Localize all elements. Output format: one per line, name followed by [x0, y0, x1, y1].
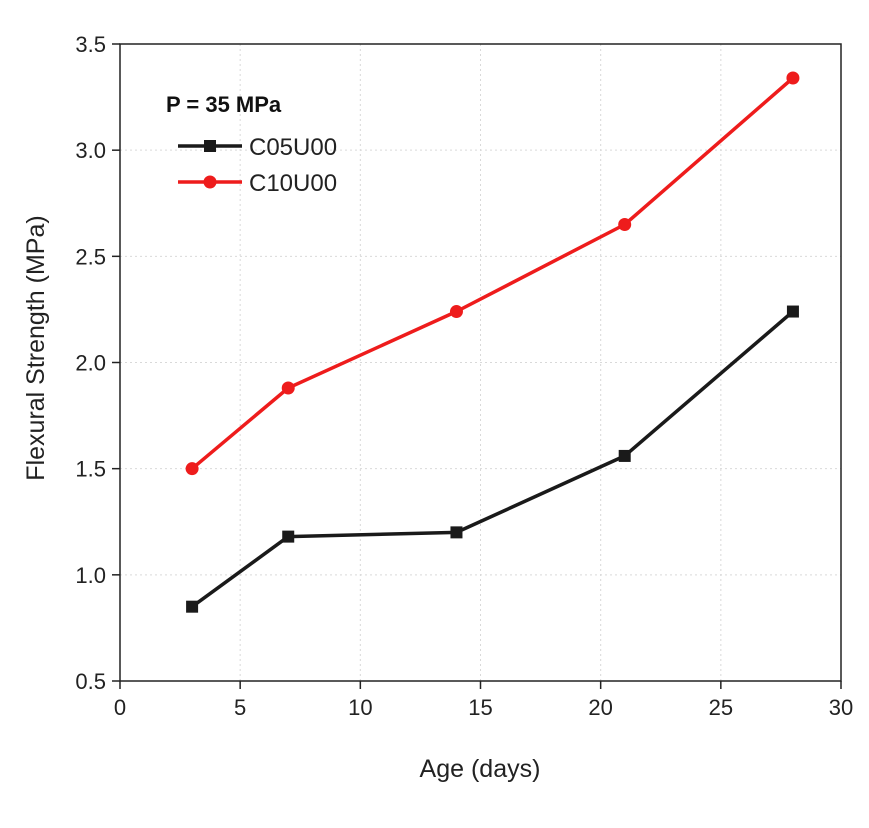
- x-axis-title: Age (days): [420, 755, 541, 783]
- x-tick-label: 30: [829, 695, 853, 720]
- axis-ticks: 0 5 10 15 20 25 30 0.5 1.0 1.5 2.0 2.5 3.0 3.5: [75, 32, 853, 720]
- x-tick-label: 5: [234, 695, 246, 720]
- x-tick-label: 15: [468, 695, 492, 720]
- y-tick-label: 1.5: [75, 457, 106, 482]
- series-line-c05u00: [191, 310, 795, 609]
- y-tick-label: 3.0: [75, 138, 106, 163]
- data-point-c05u00: [786, 305, 799, 318]
- y-tick-label: 1.0: [75, 563, 106, 588]
- y-axis-title: Flexural Strength (MPa): [22, 215, 50, 480]
- legend-entry-c05u00: C05U00: [178, 134, 337, 161]
- y-tick-label: 3.5: [75, 32, 106, 57]
- legend-label-c05u00: C05U00: [249, 134, 337, 161]
- x-tick-label: 0: [114, 695, 126, 720]
- series-c05u00: [186, 305, 799, 613]
- data-point-c10u00: [618, 217, 632, 231]
- x-tick-label: 10: [348, 695, 372, 720]
- y-tick-label: 2.0: [75, 351, 106, 376]
- series-c10u00: [185, 71, 800, 476]
- y-tick-label: 0.5: [75, 669, 106, 694]
- data-point-c10u00: [786, 71, 800, 85]
- legend-label-c10u00: C10U00: [249, 170, 337, 197]
- data-point-c10u00: [185, 462, 199, 476]
- x-tick-label: 25: [709, 695, 733, 720]
- series-layer: [185, 71, 800, 613]
- grid-lines: [120, 44, 841, 681]
- legend-marker-c05u00: [204, 140, 216, 152]
- legend-entry-c10u00: C10U00: [178, 170, 337, 197]
- data-point-c05u00: [282, 530, 295, 543]
- data-point-c05u00: [186, 600, 199, 613]
- legend-title: P = 35 MPa: [166, 92, 282, 117]
- data-point-c05u00: [618, 449, 631, 462]
- legend-marker-c10u00: [203, 175, 217, 189]
- legend: P = 35 MPa C05U00 C10U00: [166, 92, 337, 197]
- data-point-c05u00: [450, 526, 463, 539]
- data-point-c10u00: [449, 305, 463, 319]
- legend-entries: C05U00 C10U00: [178, 134, 337, 197]
- x-tick-label: 20: [588, 695, 612, 720]
- data-point-c10u00: [281, 381, 295, 395]
- y-tick-label: 2.5: [75, 244, 106, 269]
